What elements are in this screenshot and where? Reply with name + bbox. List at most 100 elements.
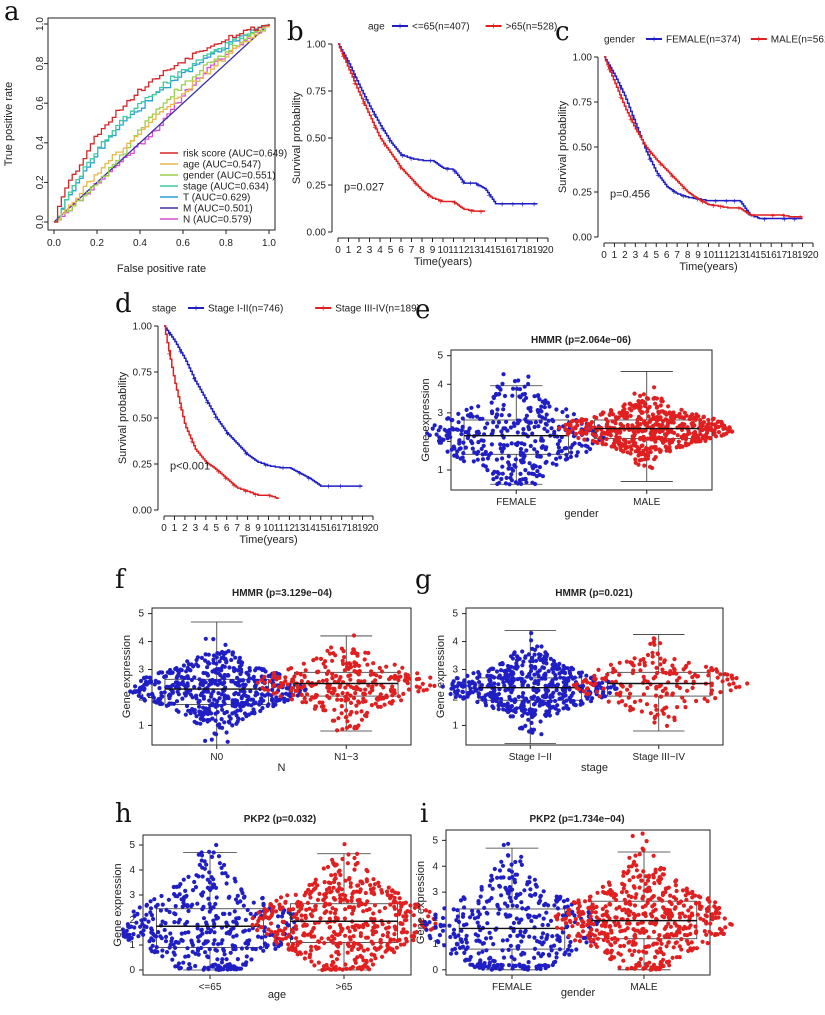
censor-mark: + xyxy=(762,215,767,225)
data-point xyxy=(343,685,348,690)
data-point xyxy=(361,922,366,928)
data-point xyxy=(617,965,622,970)
data-point xyxy=(642,463,647,468)
data-point xyxy=(487,956,492,961)
data-point xyxy=(664,960,670,965)
data-point xyxy=(338,899,343,904)
data-point xyxy=(167,909,172,915)
data-point xyxy=(703,664,709,669)
data-point xyxy=(646,875,651,880)
data-point xyxy=(526,652,532,657)
data-point xyxy=(616,700,621,705)
censor-mark: + xyxy=(192,374,197,384)
data-point xyxy=(688,905,694,910)
data-point xyxy=(479,885,484,890)
data-point xyxy=(278,694,283,699)
data-point xyxy=(262,925,267,930)
data-point xyxy=(226,719,231,725)
data-point xyxy=(684,663,689,668)
data-point xyxy=(630,952,635,958)
data-point xyxy=(188,965,193,971)
data-point xyxy=(493,392,499,397)
data-point xyxy=(332,879,337,885)
data-point xyxy=(506,709,511,714)
roc-curve xyxy=(54,24,270,223)
data-point xyxy=(276,924,281,929)
data-point xyxy=(213,718,218,723)
data-point xyxy=(680,695,685,700)
data-point xyxy=(199,892,204,897)
data-point xyxy=(167,945,172,950)
data-point xyxy=(561,899,567,904)
data-point xyxy=(618,944,623,949)
data-point xyxy=(384,664,389,669)
data-point xyxy=(228,716,233,721)
data-point xyxy=(544,910,549,915)
data-point xyxy=(632,391,637,396)
data-point xyxy=(451,427,456,432)
data-point xyxy=(520,713,525,718)
data-point xyxy=(516,694,521,700)
data-point xyxy=(225,739,230,744)
legend-label: Stage III-IV(n=189) xyxy=(335,304,420,315)
data-point xyxy=(631,939,636,944)
x-axis-label: Time(years) xyxy=(414,256,472,268)
data-point xyxy=(666,940,671,945)
data-point xyxy=(385,934,390,939)
data-point xyxy=(591,937,596,943)
data-point xyxy=(159,690,164,695)
data-point xyxy=(279,914,285,919)
data-point xyxy=(566,911,571,916)
data-point xyxy=(566,947,571,952)
data-point xyxy=(567,943,572,949)
data-point xyxy=(506,454,511,459)
data-point xyxy=(465,413,471,418)
data-point xyxy=(220,725,225,731)
data-point xyxy=(239,694,244,700)
data-point xyxy=(188,692,193,697)
data-point xyxy=(513,457,519,462)
x-tick-label: 4 xyxy=(643,250,649,261)
data-point xyxy=(588,914,593,919)
data-point xyxy=(336,944,341,949)
y-tick-label: 0.50 xyxy=(573,143,593,154)
data-point xyxy=(323,664,328,670)
data-point xyxy=(701,414,706,419)
data-point xyxy=(458,898,464,903)
data-point xyxy=(605,939,611,944)
data-point xyxy=(569,948,574,953)
data-point xyxy=(635,921,640,927)
data-point xyxy=(317,939,322,945)
data-point xyxy=(401,901,406,906)
data-point xyxy=(685,688,690,693)
roc-curve xyxy=(54,24,270,223)
data-point xyxy=(141,928,146,933)
data-point xyxy=(527,461,532,466)
data-point xyxy=(433,921,438,926)
data-point xyxy=(497,391,502,397)
data-point xyxy=(677,675,682,680)
data-point xyxy=(351,905,357,910)
y-tick-label: 0.2 xyxy=(35,175,46,189)
data-point xyxy=(733,685,739,690)
data-point xyxy=(377,909,382,914)
data-point xyxy=(667,672,673,677)
data-point xyxy=(222,672,227,678)
data-point xyxy=(539,438,544,443)
data-point xyxy=(338,893,343,898)
data-point xyxy=(354,710,359,715)
data-point xyxy=(574,453,579,458)
data-point xyxy=(160,954,165,959)
data-point xyxy=(580,432,585,437)
data-point xyxy=(269,903,274,908)
data-point xyxy=(607,882,612,888)
data-point xyxy=(645,685,650,691)
data-point xyxy=(592,933,598,938)
data-point xyxy=(162,927,167,933)
data-point xyxy=(348,881,353,886)
data-point xyxy=(577,939,583,944)
censor-mark: + xyxy=(469,206,474,216)
plot-title: PKP2 (p=1.734e−04) xyxy=(529,814,624,825)
data-point xyxy=(261,901,266,906)
data-point xyxy=(605,672,610,677)
